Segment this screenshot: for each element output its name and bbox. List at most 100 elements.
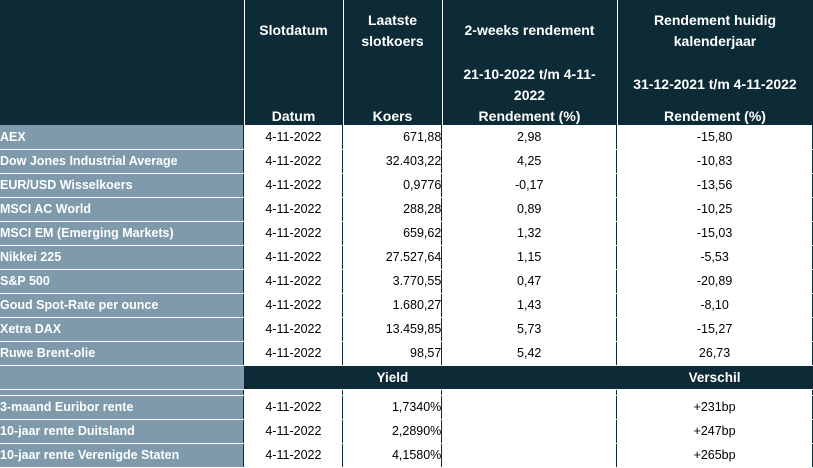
- header-period-2w-line-1: 21-10-2022 t/m 4-11-: [463, 66, 596, 82]
- date-cell: 4-11-2022: [243, 245, 343, 270]
- rates-subheader-blank: [441, 365, 617, 390]
- date-cell: 4-11-2022: [243, 173, 343, 198]
- header-divider: [343, 0, 344, 125]
- header-rendement-kalenderjaar: Rendement huidig kalenderjaar: [617, 10, 813, 52]
- return-ytd-cell: 26,73: [616, 341, 813, 366]
- rate-name: 3-maand Euribor rente: [0, 395, 244, 420]
- rates-subheader-blank: [243, 365, 343, 390]
- return-2w-cell: 0,47: [441, 269, 617, 294]
- empty-cell: [441, 443, 617, 468]
- rate-row: 10-jaar rente Verenigde Staten 4-11-2022…: [0, 443, 813, 468]
- price-cell: 98,57: [342, 341, 442, 366]
- price-cell: 13.459,85: [342, 317, 442, 342]
- table-row: AEX 4-11-2022 671,88 2,98 -15,80: [0, 125, 813, 150]
- yield-cell: 2,2890%: [342, 419, 442, 444]
- instrument-name: Nikkei 225: [0, 245, 244, 270]
- price-cell: 659,62: [342, 221, 442, 246]
- data-grid: AEX 4-11-2022 671,88 2,98 -15,80 Dow Jon…: [0, 125, 813, 468]
- spacer-cell: [243, 389, 343, 396]
- spacer-cell: [342, 389, 442, 396]
- return-ytd-cell: -20,89: [616, 269, 813, 294]
- header-2-weeks-rendement: 2-weeks rendement: [464, 22, 595, 38]
- rates-subheader-name-cell: [0, 365, 244, 390]
- date-cell: 4-11-2022: [243, 293, 343, 318]
- empty-cell: [441, 395, 617, 420]
- instrument-name: Xetra DAX: [0, 317, 244, 342]
- table-row: Xetra DAX 4-11-2022 13.459,85 5,73 -15,2…: [0, 317, 813, 342]
- price-cell: 288,28: [342, 197, 442, 222]
- instrument-name: AEX: [0, 125, 244, 150]
- date-cell: 4-11-2022: [243, 197, 343, 222]
- header-slotdatum: Slotdatum: [259, 22, 328, 38]
- header-kalenderjaar-line: kalenderjaar: [673, 33, 757, 49]
- header-divider: [617, 0, 618, 125]
- return-2w-cell: 1,15: [441, 245, 617, 270]
- return-ytd-cell: -10,83: [616, 149, 813, 174]
- table-row: Ruwe Brent-olie 4-11-2022 98,57 5,42 26,…: [0, 341, 813, 366]
- date-cell: 4-11-2022: [243, 395, 343, 420]
- table-row: S&P 500 4-11-2022 3.770,55 0,47 -20,89: [0, 269, 813, 294]
- return-2w-cell: 2,98: [441, 125, 617, 150]
- header-period-2w-line-2: 2022: [513, 87, 546, 103]
- header-period-2w: 21-10-2022 t/m 4-11- 2022: [442, 64, 617, 106]
- diff-cell: +247bp: [616, 419, 813, 444]
- table-row: EUR/USD Wisselkoers 4-11-2022 0,9776 -0,…: [0, 173, 813, 198]
- return-ytd-cell: -8,10: [616, 293, 813, 318]
- date-cell: 4-11-2022: [243, 269, 343, 294]
- return-2w-cell: 1,43: [441, 293, 617, 318]
- subheader-koers: Koers: [372, 108, 413, 124]
- return-2w-cell: -0,17: [441, 173, 617, 198]
- date-cell: 4-11-2022: [243, 125, 343, 150]
- yield-cell: 4,1580%: [342, 443, 442, 468]
- instrument-name: MSCI EM (Emerging Markets): [0, 221, 244, 246]
- price-cell: 0,9776: [342, 173, 442, 198]
- rate-row: 3-maand Euribor rente 4-11-2022 1,7340% …: [0, 395, 813, 420]
- header-laatste-slotkoers: Laatste slotkoers: [343, 10, 442, 52]
- yield-cell: 1,7340%: [342, 395, 442, 420]
- date-cell: 4-11-2022: [243, 221, 343, 246]
- rates-spacer-row: [0, 389, 813, 396]
- return-2w-cell: 1,32: [441, 221, 617, 246]
- instrument-name: MSCI AC World: [0, 197, 244, 222]
- date-cell: 4-11-2022: [243, 317, 343, 342]
- diff-cell: +265bp: [616, 443, 813, 468]
- rates-subheader-verschil: Verschil: [616, 365, 813, 390]
- date-cell: 4-11-2022: [243, 443, 343, 468]
- table-row: Dow Jones Industrial Average 4-11-2022 3…: [0, 149, 813, 174]
- header-divider: [244, 0, 245, 125]
- price-cell: 32.403,22: [342, 149, 442, 174]
- header-divider: [442, 0, 443, 125]
- table-row: Nikkei 225 4-11-2022 27.527,64 1,15 -5,5…: [0, 245, 813, 270]
- return-ytd-cell: -15,80: [616, 125, 813, 150]
- price-cell: 27.527,64: [342, 245, 442, 270]
- header-rendement-huidig-line: Rendement huidig: [653, 12, 777, 28]
- rate-row: 10-jaar rente Duitsland 4-11-2022 2,2890…: [0, 419, 813, 444]
- table-row: MSCI AC World 4-11-2022 288,28 0,89 -10,…: [0, 197, 813, 222]
- spacer-cell: [616, 389, 813, 396]
- instrument-name: S&P 500: [0, 269, 244, 294]
- price-cell: 671,88: [342, 125, 442, 150]
- header-period-ytd: 31-12-2021 t/m 4-11-2022: [633, 76, 797, 92]
- date-cell: 4-11-2022: [243, 341, 343, 366]
- subheader-rendement-2w: Rendement (%): [478, 108, 581, 124]
- spacer-cell: [0, 389, 244, 396]
- empty-cell: [441, 419, 617, 444]
- return-ytd-cell: -5,53: [616, 245, 813, 270]
- instrument-name: Ruwe Brent-olie: [0, 341, 244, 366]
- subheader-rendement-ytd: Rendement (%): [664, 108, 766, 124]
- return-2w-cell: 5,42: [441, 341, 617, 366]
- rate-name: 10-jaar rente Verenigde Staten: [0, 443, 244, 468]
- rates-subheader-yield: Yield: [342, 365, 442, 390]
- return-2w-cell: 0,89: [441, 197, 617, 222]
- diff-cell: +231bp: [616, 395, 813, 420]
- table-header: Slotdatum Laatste slotkoers 2-weeks rend…: [0, 0, 813, 125]
- instrument-name: EUR/USD Wisselkoers: [0, 173, 244, 198]
- return-2w-cell: 4,25: [441, 149, 617, 174]
- return-ytd-cell: -15,03: [616, 221, 813, 246]
- rates-subheader-row: Yield Verschil: [0, 365, 813, 390]
- rate-name: 10-jaar rente Duitsland: [0, 419, 244, 444]
- header-laatste-line: Laatste: [367, 12, 418, 28]
- price-cell: 1.680,27: [342, 293, 442, 318]
- table-row: Goud Spot-Rate per ounce 4-11-2022 1.680…: [0, 293, 813, 318]
